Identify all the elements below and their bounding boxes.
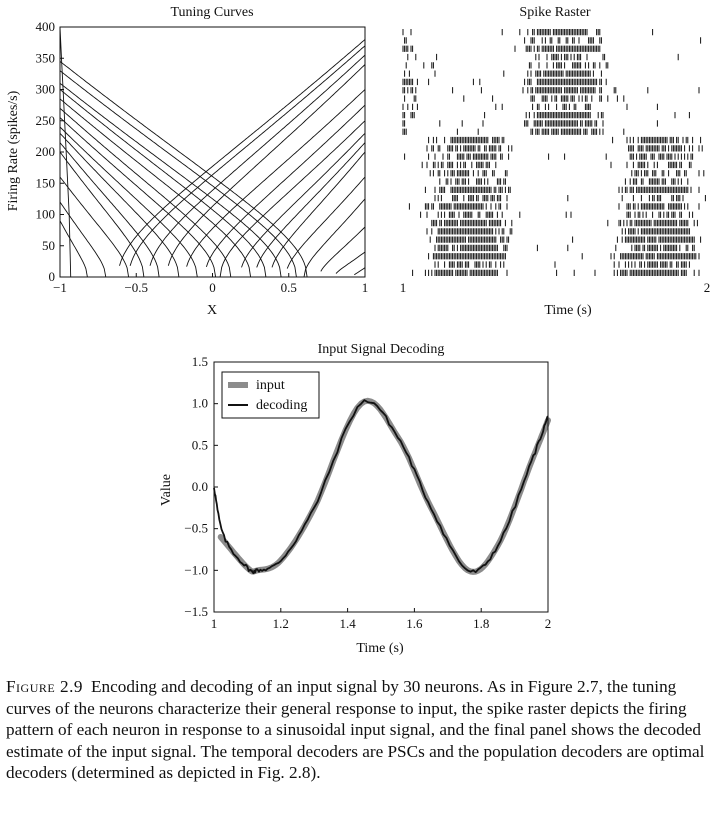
tuning-curve [119,39,366,266]
legend-input-label: input [256,378,285,393]
tuning-axes-frame [59,26,366,278]
decoding-ytick-label: 0.5 [192,437,208,452]
tuning-curve [59,82,365,278]
figure-label: Figure 2.9 [6,677,84,696]
tuning-curve [320,226,366,272]
tuning-tick-labels: −1 −0.5 0 0.5 1 0 50 100 150 200 250 300 350 400 [36,19,369,295]
tuning-ytick-label: 400 [36,19,56,34]
caption-text: Encoding and decoding of an input signal… [6,677,705,782]
raster-xlabel: Time (s) [544,303,592,318]
decoding-ylabel: Value [159,474,174,506]
legend-decoding-label: decoding [256,398,307,413]
tuning-ytick-label: 50 [42,238,55,253]
tuning-xtick-label: −1 [53,280,67,295]
tuning-curve [167,64,366,266]
tuning-ytick-label: 350 [36,50,56,65]
legend-box [221,371,320,419]
figure-canvas: Tuning Curves Firing Rate (spikes/s) X −… [6,5,711,656]
decoding-panel: Input Signal Decoding Value Time (s) 1 1.… [159,342,551,656]
tuning-ytick-label: 100 [36,207,56,222]
tuning-curve [219,120,366,278]
tuning-xlabel: X [207,303,217,318]
decoding-series-line [213,399,549,575]
tuning-title: Tuning Curves [170,5,253,20]
tuning-curve [271,151,366,268]
decoding-ytick-label: 0.0 [192,479,208,494]
decoding-xtick-label: 1.2 [273,616,289,631]
tuning-xtick-label: −0.5 [124,280,148,295]
decoding-axes-frame [213,361,549,613]
tuning-ytick-label: 300 [36,82,56,97]
tuning-curve [59,89,365,278]
decoding-ytick-label: 1.0 [192,396,208,411]
tuning-curve [303,198,366,278]
decoding-xtick-label: 1.6 [406,616,423,631]
decoding-xtick-label: 1.8 [473,616,489,631]
tuning-ylabel: Firing Rate (spikes/s) [6,90,21,211]
decoding-ytick-label: −0.5 [184,521,208,536]
tuning-curve [59,201,365,278]
tuning-ytick-label: 0 [49,269,56,284]
raster-xtick-label: 1 [400,280,407,295]
decoding-xtick-label: 1 [211,616,218,631]
decoding-ytick-label: −1.5 [184,604,208,619]
tuning-ticks [59,26,366,278]
tuning-curve [286,176,366,269]
tuning-ytick-label: 200 [36,144,56,159]
figure-caption: Figure 2.9 Encoding and decoding of an in… [6,676,710,784]
tuning-curves-panel: Tuning Curves Firing Rate (spikes/s) X −… [6,5,368,318]
tuning-curve [354,267,366,276]
raster-xtick-label: 2 [704,280,711,295]
tuning-curve [59,61,365,278]
tuning-curve-lines [59,26,366,278]
tuning-curve [59,107,365,278]
tuning-curve [241,132,366,268]
decoding-title: Input Signal Decoding [318,342,445,357]
tuning-curve [186,89,366,267]
tuning-ytick-label: 150 [36,175,56,190]
tuning-curve [129,45,366,266]
raster-title: Spike Raster [519,5,590,20]
decoding-ytick-label: −1.0 [184,562,208,577]
tuning-curve [205,104,366,268]
decoding-xtick-label: 1.4 [339,616,356,631]
tuning-ytick-label: 250 [36,113,56,128]
decoding-xlabel: Time (s) [356,641,404,656]
tuning-xtick-label: 0 [209,280,216,295]
tuning-curve [335,251,366,274]
tuning-curve [256,142,366,268]
tuning-curve [59,26,365,278]
decoding-legend: input decoding [221,371,320,419]
tuning-xtick-label: 0.5 [281,280,297,295]
tuning-curve [59,70,365,278]
tuning-xtick-label: 1 [362,280,369,295]
decoding-tick-labels: 1 1.2 1.4 1.6 1.8 2 −1.5 −1.0 −0.5 0.0 0.5 1.0 1.5 [184,354,551,631]
raster-spikes [402,29,706,276]
decoding-xtick-label: 2 [545,616,552,631]
input-series-line [217,397,551,575]
decoding-ytick-label: 1.5 [192,354,208,369]
